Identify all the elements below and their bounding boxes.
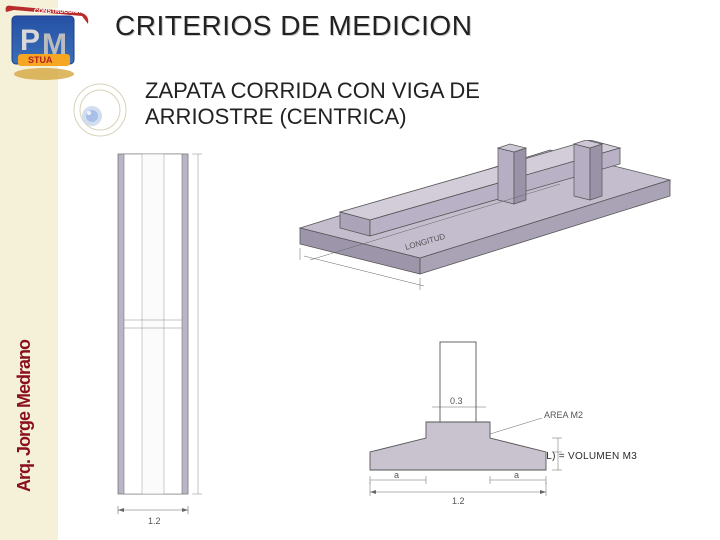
side-a-left: a — [394, 470, 399, 480]
plan-width-dim: 1.2 — [148, 516, 161, 526]
course-logo: CONSTRUCCIÓN P M STUA — [4, 4, 94, 84]
subtitle-line-2: ARRIOSTRE (CENTRICA) — [145, 104, 407, 129]
area-label: AREA M2 — [544, 410, 583, 420]
logo-banner-text: CONSTRUCCIÓN — [34, 7, 83, 15]
cross-section-view: 0.3 AREA M2 1.2 a a — [330, 340, 630, 530]
logo-p: P — [20, 24, 40, 57]
logo-subtext: STUA — [28, 55, 53, 65]
side-a-right: a — [514, 470, 519, 480]
beam-width-dim: 0.3 — [450, 396, 463, 406]
figure-area: 1.2 LONGITUD — [100, 140, 700, 530]
plan-view: 1.2 — [100, 150, 220, 530]
page-subtitle: ZAPATA CORRIDA CON VIGA DE ARRIOSTRE (CE… — [145, 78, 480, 131]
subtitle-line-1: ZAPATA CORRIDA CON VIGA DE — [145, 78, 480, 103]
isometric-view: LONGITUD — [270, 140, 690, 320]
footing-width-dim: 1.2 — [452, 496, 465, 506]
bubble-decoration — [70, 80, 130, 140]
author-vertical: Arq. Jorge Medrano — [14, 340, 35, 492]
page-title: CRITERIOS DE MEDICION — [115, 10, 472, 42]
